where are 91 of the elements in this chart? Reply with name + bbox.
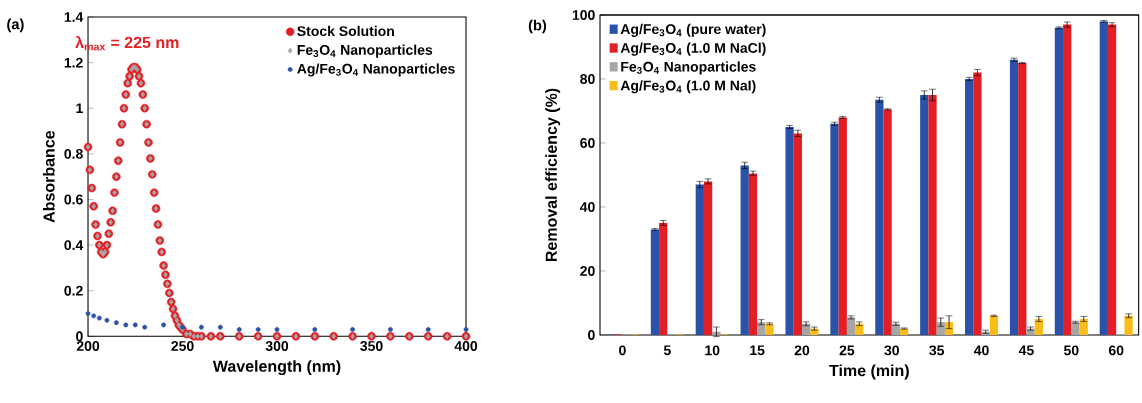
x-tick-label: 45 [1018,345,1034,356]
bar [1054,27,1064,335]
x-tick-label: 200 [76,341,100,351]
bar [830,123,839,335]
point [123,322,129,328]
legend-label: Fe$_{3}$O$_{4}$ Nanoparticles [297,44,433,58]
point [312,327,318,332]
y-tick-label: 0.4 [64,240,84,251]
legend-label: Fe$_{3}$O$_{4}$ Nanoparticles [621,61,756,75]
bar [650,229,660,335]
bar [928,94,937,335]
point [91,313,97,319]
bar [785,126,794,335]
x-axis-title: Wavelength (nm) [212,360,341,376]
point [463,327,469,332]
bar [989,315,999,335]
legend-label: Stock Solution [297,25,394,37]
y-tick-label: 80 [580,74,595,84]
chart-title: (b) [528,19,547,34]
legend-label: Ag/Fe$_{3}$O$_{4}$ (pure water) [620,23,766,37]
x-tick-label: 0 [619,345,626,356]
bar [838,117,847,335]
y-tick-label: 100 [572,10,595,20]
y-tick-label: 0.8 [64,148,83,159]
bar [793,133,802,335]
bar [1009,59,1019,335]
bar [1063,24,1072,335]
point [161,322,167,328]
bar [1099,21,1108,335]
x-tick-label: 300 [265,341,289,351]
bar [748,173,758,335]
y-tick-label: 1.2 [64,57,83,68]
y-tick-label: 0 [76,331,83,342]
bar [891,323,901,335]
point [350,327,356,332]
point [217,324,223,330]
point [104,317,110,323]
bar [1018,62,1027,335]
bar [703,181,713,335]
bar [1079,318,1088,335]
x-axis-title: Time (min) [829,364,909,380]
bar [883,109,892,335]
x-tick-label: 350 [360,341,383,351]
y-tick-label: 0 [588,330,595,340]
bar [659,222,668,335]
point [113,320,119,326]
point [85,311,91,316]
x-tick-label: 40 [973,345,989,356]
x-tick-label: 25 [839,345,855,356]
bar [695,184,704,335]
bar [965,79,974,335]
bar [920,94,929,335]
bar [1034,318,1043,335]
legend-label: Ag/Fe$_{3}$O$_{4}$ (1.0 M NaI) [620,80,756,94]
x-tick-label: 250 [171,341,194,351]
x-tick-label: 15 [750,345,765,356]
point [236,327,242,332]
y-tick-label: 20 [580,266,595,276]
x-tick-label: 10 [705,345,720,356]
bar [855,323,864,335]
point [425,327,431,332]
legend-label: Ag/Fe$_{3}$O$_{4}$ (1.0 M NaCl) [620,42,766,56]
point [388,327,393,332]
y-axis-title: Removal efficiency (%) [545,88,561,262]
point [274,327,280,332]
bar [740,165,749,335]
bar [1107,24,1117,335]
bar [875,99,884,335]
y-tick-label: 1 [76,103,83,114]
legend-label: Ag/Fe$_{3}$O$_{4}$ Nanoparticles [297,63,455,77]
y-tick-label: 0.6 [64,194,83,205]
x-tick-label: 5 [663,345,671,356]
y-tick-label: 1.4 [64,12,84,22]
y-tick-label: 40 [579,202,595,212]
x-tick-label: 20 [794,345,810,356]
bar [973,72,982,335]
bar [1124,315,1133,335]
point [199,324,204,330]
y-tick-label: 0.2 [64,285,83,296]
x-tick-label: 35 [929,345,945,356]
point [142,324,148,330]
x-tick-label: 50 [1063,345,1079,356]
x-tick-label: 400 [454,341,478,351]
x-tick-label: 60 [1108,345,1124,356]
point [132,322,138,328]
chart-title: (a) [7,18,24,33]
point [96,315,102,321]
point [255,327,261,332]
y-axis-title: Absorbance [42,130,55,223]
x-tick-label: 30 [884,345,899,356]
y-tick-label: 60 [580,138,595,148]
